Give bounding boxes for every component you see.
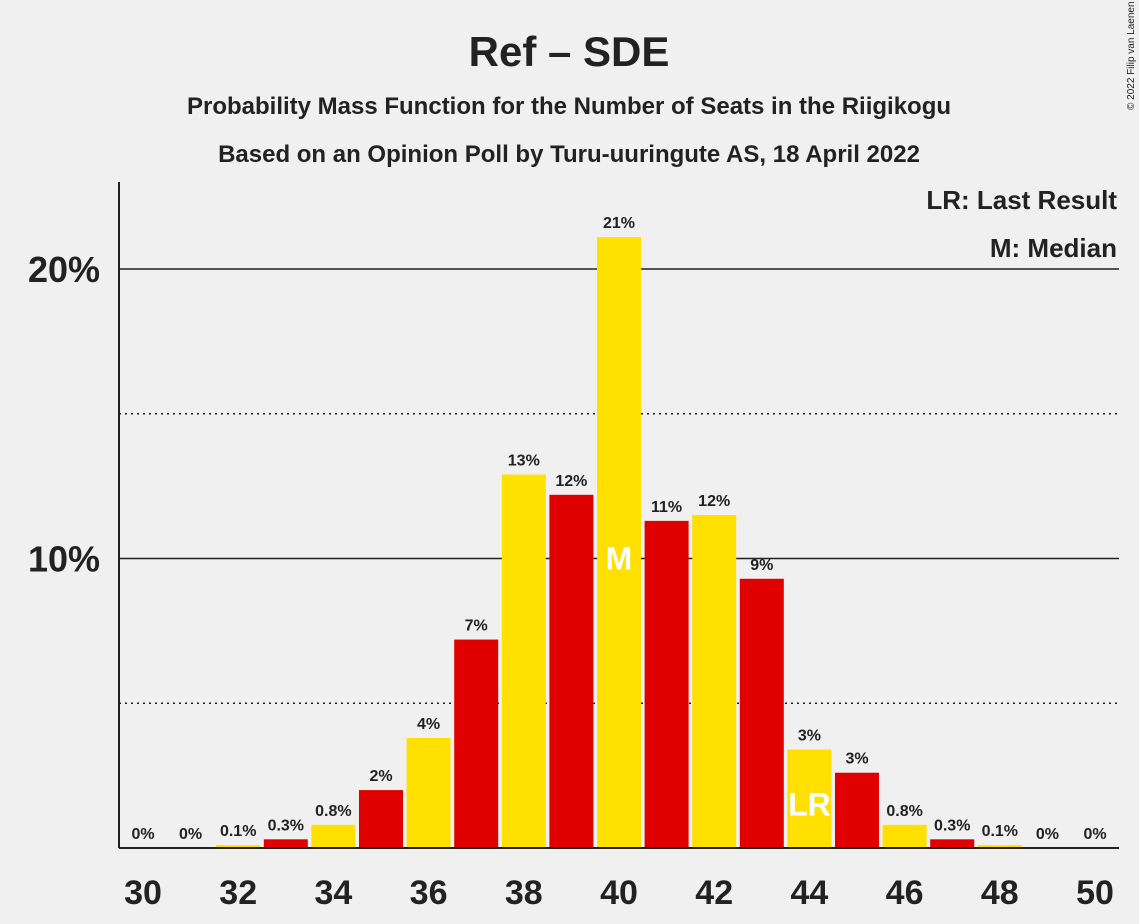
x-tick-44: 44 — [790, 874, 828, 912]
bar-label-35: 2% — [369, 768, 392, 785]
x-tick-30: 30 — [124, 874, 162, 912]
bar-37 — [454, 639, 499, 848]
bar-34 — [311, 824, 356, 848]
y-tick-10: 10% — [28, 539, 100, 580]
bar-41 — [644, 520, 689, 848]
bar-label-39: 12% — [555, 473, 587, 490]
x-tick-36: 36 — [410, 874, 448, 912]
last-result-marker: LR — [788, 787, 831, 823]
chart-title: Ref – SDE — [469, 28, 670, 75]
bar-label-50: 0% — [1083, 826, 1106, 843]
bar-label-38: 13% — [508, 453, 540, 470]
bar-label-42: 12% — [698, 493, 730, 510]
legend-last-result: LR: Last Result — [926, 185, 1117, 215]
x-tick-42: 42 — [695, 874, 733, 912]
bar-label-41: 11% — [651, 499, 682, 516]
bars — [216, 237, 1022, 848]
x-tick-34: 34 — [314, 874, 352, 912]
bar-39 — [549, 494, 594, 848]
x-tick-50: 50 — [1076, 874, 1114, 912]
x-tick-46: 46 — [886, 874, 924, 912]
bar-42 — [692, 515, 737, 848]
bar-44 — [787, 749, 832, 848]
bar-48 — [977, 845, 1022, 848]
bar-label-30: 0% — [131, 826, 154, 843]
y-tick-20: 20% — [28, 249, 100, 290]
markers: M LR — [606, 541, 831, 823]
bar-label-32: 0.1% — [220, 823, 256, 840]
chart-subtitle-2: Based on an Opinion Poll by Turu-uuringu… — [218, 141, 920, 168]
bar-label-46: 0.8% — [886, 803, 922, 820]
bar-label-47: 0.3% — [934, 817, 970, 834]
median-marker: M — [606, 541, 633, 577]
bar-label-34: 0.8% — [315, 803, 351, 820]
copyright-text: © 2022 Filip van Laenen — [1126, 1, 1137, 110]
x-tick-38: 38 — [505, 874, 543, 912]
bar-label-49: 0% — [1036, 826, 1059, 843]
bar-43 — [739, 578, 784, 848]
chart-subtitle: Probability Mass Function for the Number… — [187, 93, 951, 120]
x-tick-48: 48 — [981, 874, 1019, 912]
bar-labels: 0% 0% 0.1% 0.3% 0.8% 2% 4% 7% 13% 12% 21% 11% 12% 9% 3… — [131, 215, 1106, 843]
x-axis-ticks: 30 32 34 36 38 40 42 44 46 48 50 — [124, 874, 1114, 912]
bar-label-44: 3% — [798, 728, 821, 745]
bar-label-40: 21% — [603, 215, 635, 232]
bar-label-48: 0.1% — [982, 823, 1018, 840]
legend-median: M: Median — [990, 233, 1117, 263]
bar-label-43: 9% — [750, 557, 773, 574]
x-tick-32: 32 — [219, 874, 257, 912]
bar-32 — [216, 845, 261, 848]
bar-36 — [406, 737, 451, 848]
y-axis-ticks: 10% 20% — [28, 249, 100, 580]
bar-47 — [930, 839, 975, 848]
bar-45 — [835, 772, 879, 848]
bar-35 — [359, 790, 403, 848]
bar-label-37: 7% — [465, 618, 488, 635]
bar-33 — [263, 839, 308, 848]
bar-46 — [882, 824, 927, 848]
x-tick-40: 40 — [600, 874, 638, 912]
bar-label-33: 0.3% — [268, 817, 304, 834]
bar-label-45: 3% — [845, 751, 868, 768]
bar-label-31: 0% — [179, 826, 202, 843]
bar-label-36: 4% — [417, 716, 440, 733]
bar-38 — [501, 474, 546, 848]
bar-40 — [597, 237, 641, 848]
